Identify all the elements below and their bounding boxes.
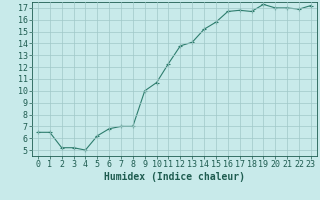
X-axis label: Humidex (Indice chaleur): Humidex (Indice chaleur) [104,172,245,182]
